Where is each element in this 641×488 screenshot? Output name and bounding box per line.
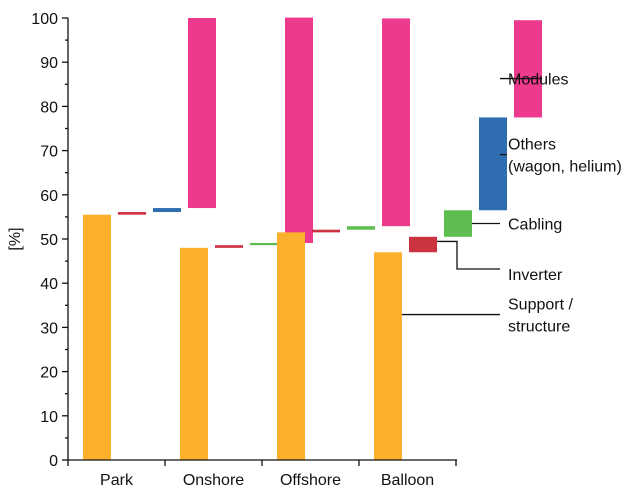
annotation-line: Support / [508, 297, 573, 314]
bar-onshore-cabling [250, 242, 278, 246]
y-tick-label: 60 [40, 188, 58, 205]
y-tick-label: 10 [40, 409, 58, 426]
bar-balloon-inverter [409, 236, 437, 253]
y-tick-label: 100 [31, 11, 58, 28]
bar-offshore-support-structure [277, 232, 305, 460]
annotation-line: Modules [508, 72, 568, 89]
bar-park-inverter [118, 212, 146, 215]
bar-park-modules [188, 18, 216, 209]
y-tick-label: 30 [40, 320, 58, 337]
y-tick-label: 70 [40, 144, 58, 161]
bar-onshore-modules [285, 17, 313, 243]
y-tick-label: 50 [40, 232, 58, 249]
annotation-label-others-wagon-helium: Others (wagon, helium) [508, 137, 622, 176]
y-tick-label: 90 [40, 55, 58, 72]
bar-onshore-inverter [215, 245, 243, 248]
y-axis-label-group: [%] [7, 227, 24, 250]
y-tick-label: 20 [40, 365, 58, 382]
annotations-group: Modules Others (wagon, helium) Cabling Inver… [402, 72, 622, 336]
category-label-onshore: Onshore [183, 472, 244, 488]
annotation-label-inverter: Inverter [508, 267, 563, 284]
bars-group [83, 17, 542, 460]
y-tick-label: 80 [40, 99, 58, 116]
annotation-label-modules: Modules [508, 72, 568, 89]
annotation-line: Inverter [508, 267, 563, 284]
bar-balloon-others-wagon-helium [479, 117, 507, 211]
axes-group: 0 10 20 30 40 50 60 70 80 90 100 Park Onshore Offshor… [31, 11, 457, 488]
annotation-line: Cabling [508, 217, 562, 234]
y-tick-label: 40 [40, 276, 58, 293]
bar-offshore-inverter [312, 229, 340, 233]
bar-offshore-cabling [347, 226, 375, 230]
y-tick-label: 0 [49, 453, 58, 470]
bar-park-support-structure [83, 214, 111, 460]
annotation-line: (wagon, helium) [508, 159, 622, 176]
bar-onshore-support-structure [180, 247, 208, 460]
leader-line-inverter [437, 240, 500, 270]
annotation-line: structure [508, 319, 570, 336]
y-axis-label: [%] [7, 227, 24, 250]
annotation-line: Others [508, 137, 556, 154]
bar-offshore-modules [382, 18, 410, 227]
category-label-offshore: Offshore [280, 472, 341, 488]
annotation-label-cabling: Cabling [508, 217, 562, 234]
annotation-label-support-structure: Support / structure [508, 297, 573, 336]
bar-balloon-support-structure [374, 252, 402, 460]
bar-balloon-cabling [444, 210, 472, 237]
category-label-park: Park [100, 472, 134, 488]
category-label-balloon: Balloon [381, 472, 434, 488]
bar-park-others-wagon-helium [153, 208, 181, 213]
bar-balloon-modules [514, 20, 542, 118]
